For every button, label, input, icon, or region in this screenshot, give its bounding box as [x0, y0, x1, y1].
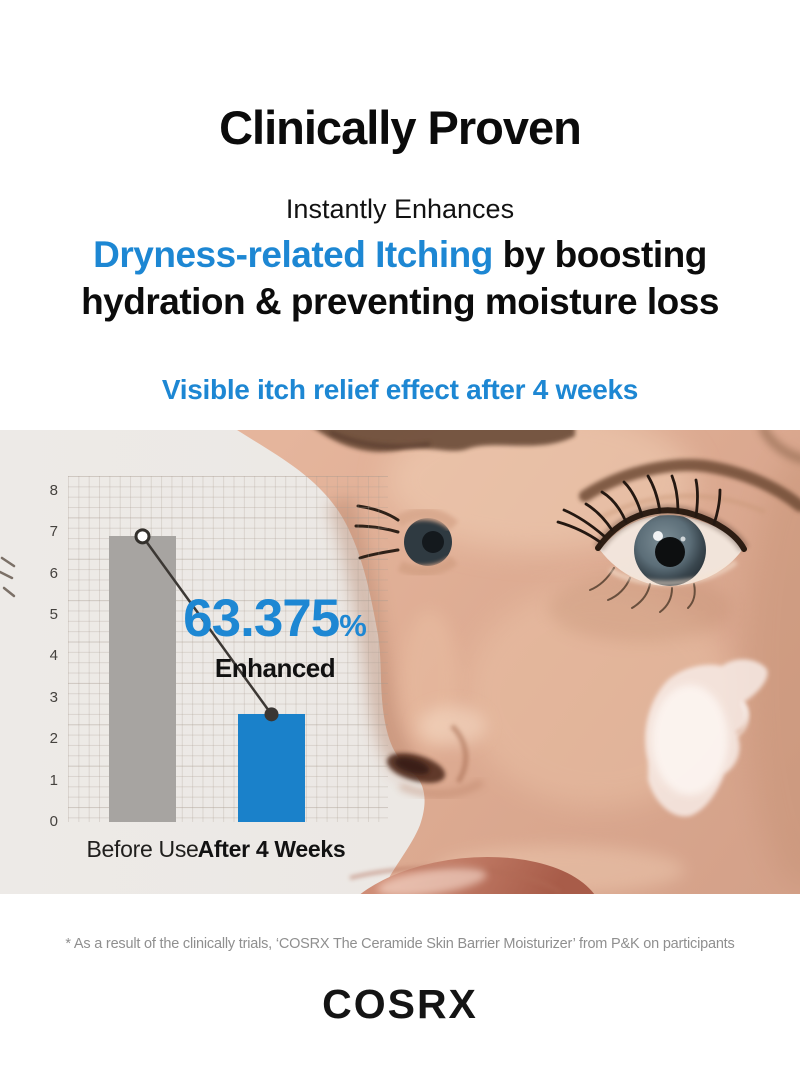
eye-pupil [655, 537, 685, 567]
y-tick-3: 3 [49, 688, 58, 706]
improvement-annotation: 63.375% Enhanced [183, 592, 367, 683]
y-tick-5: 5 [49, 606, 58, 623]
headline-after-highlight: by boosting [492, 234, 708, 275]
claim-text: Visible itch relief effect after 4 weeks [161, 374, 639, 405]
x-label-after: After 4 Weeks [197, 836, 346, 862]
y-tick-0: 0 [49, 813, 58, 830]
y-tick-2: 2 [49, 730, 58, 748]
eyebrow [579, 459, 800, 512]
upper-lashes [556, 474, 722, 544]
model-photo: 0 1 2 3 4 5 6 7 8 63.375% Enhanced Before Use Af… [0, 430, 800, 894]
model-face-art [0, 430, 800, 894]
bar-after-4-weeks [238, 714, 305, 822]
subtitle: Instantly Enhances [285, 194, 515, 224]
page-title: Clinically Proven [219, 101, 582, 154]
disclaimer: * As a result of the clinically trials, … [65, 936, 735, 952]
far-eye [354, 504, 459, 577]
bar-before-use [109, 536, 176, 822]
y-tick-1: 1 [49, 771, 58, 789]
y-tick-7: 7 [49, 523, 58, 541]
edge-lashes [0, 556, 16, 598]
improvement-value: 63.375 [183, 589, 340, 648]
y-tick-8: 8 [49, 481, 58, 499]
x-label-before: Before Use [86, 836, 199, 862]
y-tick-4: 4 [49, 647, 58, 665]
headline-highlight: Dryness-related Itching [93, 234, 493, 275]
lips [333, 856, 603, 894]
cream-smear [645, 659, 768, 817]
headline: Dryness-related Itching by boosting hydr… [0, 231, 800, 325]
improvement-label: Enhanced [214, 653, 336, 683]
y-tick-6: 6 [49, 564, 58, 582]
brand-logo: COSRX [322, 981, 478, 1027]
improvement-unit: % [339, 608, 367, 643]
headline-line2: hydration & preventing moisture loss [81, 281, 719, 322]
